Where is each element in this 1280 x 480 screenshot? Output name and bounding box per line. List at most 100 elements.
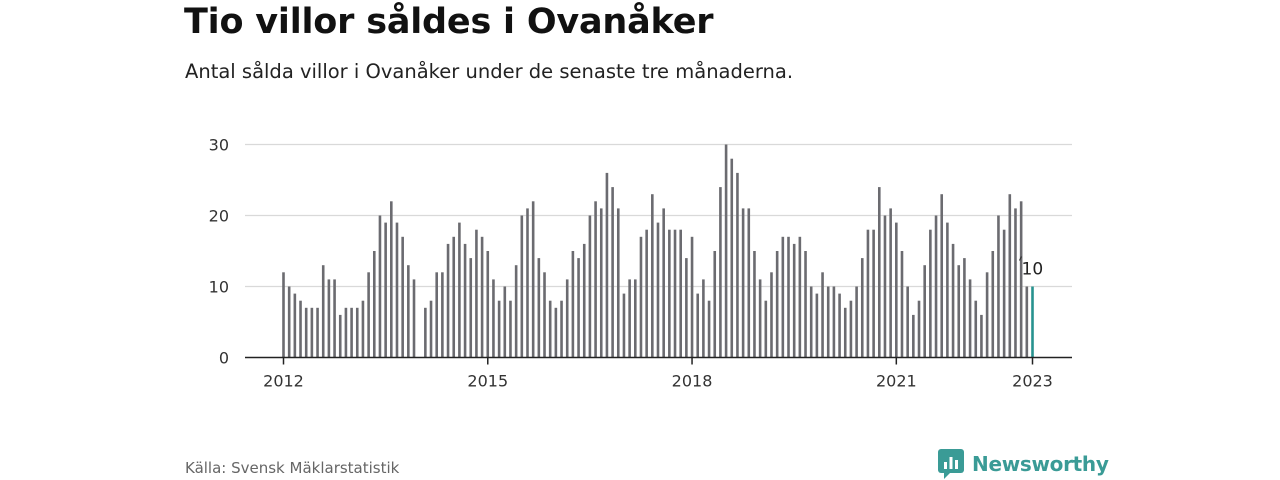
bar (679, 229, 682, 358)
bar (304, 307, 308, 358)
bar (588, 215, 592, 358)
newsworthy-logo-icon (938, 449, 964, 479)
bar (622, 293, 626, 358)
bar (571, 251, 575, 358)
bar (594, 201, 597, 358)
bar (628, 279, 631, 358)
bar (514, 265, 518, 358)
bar (724, 144, 728, 358)
bar-highlight (1031, 286, 1034, 358)
annotation-leader (1018, 256, 1023, 261)
bar (497, 300, 501, 358)
bar (758, 279, 762, 358)
bar (798, 236, 802, 358)
bar (946, 222, 949, 358)
bar (696, 293, 700, 358)
bar (651, 194, 654, 358)
bar (872, 229, 875, 358)
bar (838, 293, 841, 358)
bar (372, 251, 376, 358)
bar (929, 229, 932, 358)
bar (605, 172, 609, 358)
x-tick-label: 2015 (467, 372, 508, 391)
bar (821, 272, 824, 358)
bar (350, 307, 353, 358)
bar (435, 272, 439, 358)
bar (429, 300, 433, 358)
bar (543, 272, 546, 358)
bar (441, 272, 444, 358)
y-axis-ticks: 0 10 20 30 (209, 136, 229, 368)
bar (741, 208, 745, 358)
chart-subtitle: Antal sålda villor i Ovanåker under de s… (185, 60, 794, 83)
x-tick-label: 2018 (672, 372, 713, 391)
bar (480, 236, 484, 358)
bar (645, 229, 648, 358)
bar (985, 272, 989, 358)
bar (775, 251, 779, 358)
bar (412, 279, 416, 358)
bar (639, 236, 643, 358)
bar (503, 286, 507, 358)
bar (378, 215, 382, 358)
bar (900, 251, 904, 358)
bar (917, 300, 921, 358)
bar (367, 272, 370, 358)
bar (804, 251, 807, 358)
bar (781, 236, 785, 358)
bar (554, 307, 558, 358)
bar (662, 208, 665, 358)
bar (934, 215, 938, 358)
bar (997, 215, 1000, 358)
bar (855, 286, 858, 358)
bar (407, 265, 410, 358)
annotations: 10 (1018, 256, 1044, 280)
bar (809, 286, 813, 358)
bar (940, 194, 944, 358)
bar (424, 307, 427, 358)
bar (832, 286, 836, 358)
bar (469, 258, 473, 358)
bar (611, 187, 614, 358)
bar (548, 300, 552, 358)
bar (877, 187, 881, 358)
x-tick-label: 2023 (1012, 372, 1053, 391)
x-tick-label: 2021 (876, 372, 917, 391)
bar (980, 314, 983, 358)
bar (906, 286, 909, 358)
bar (843, 307, 847, 358)
bar (395, 222, 399, 358)
bar (565, 279, 569, 358)
bar (390, 201, 393, 358)
source-note: Källa: Svensk Mäklarstatistik (185, 459, 400, 477)
bar (849, 300, 853, 358)
bar (713, 251, 717, 358)
bar (968, 279, 972, 358)
bar (361, 300, 365, 358)
bar (707, 300, 711, 358)
bar (299, 300, 302, 358)
bar (293, 293, 297, 358)
bar (599, 208, 603, 358)
bar (685, 258, 688, 358)
bar (475, 229, 478, 358)
bar (764, 300, 768, 358)
bar (1002, 229, 1006, 358)
bar (690, 236, 694, 358)
bar (321, 265, 325, 358)
bar (668, 229, 671, 358)
bar (866, 229, 870, 358)
bar (826, 286, 830, 358)
bar (895, 222, 898, 358)
bar (1008, 194, 1012, 358)
bar (316, 307, 319, 358)
bar (463, 243, 467, 358)
bar (446, 243, 450, 358)
bar (333, 279, 336, 358)
bar (770, 272, 773, 358)
bar (1025, 286, 1029, 358)
newsworthy-logo[interactable]: Newsworthy (938, 449, 1109, 479)
highlight-value-label: 10 (1022, 260, 1044, 280)
x-axis: 2012 2015 2018 2021 2023 (245, 356, 1072, 391)
bar (327, 279, 331, 358)
